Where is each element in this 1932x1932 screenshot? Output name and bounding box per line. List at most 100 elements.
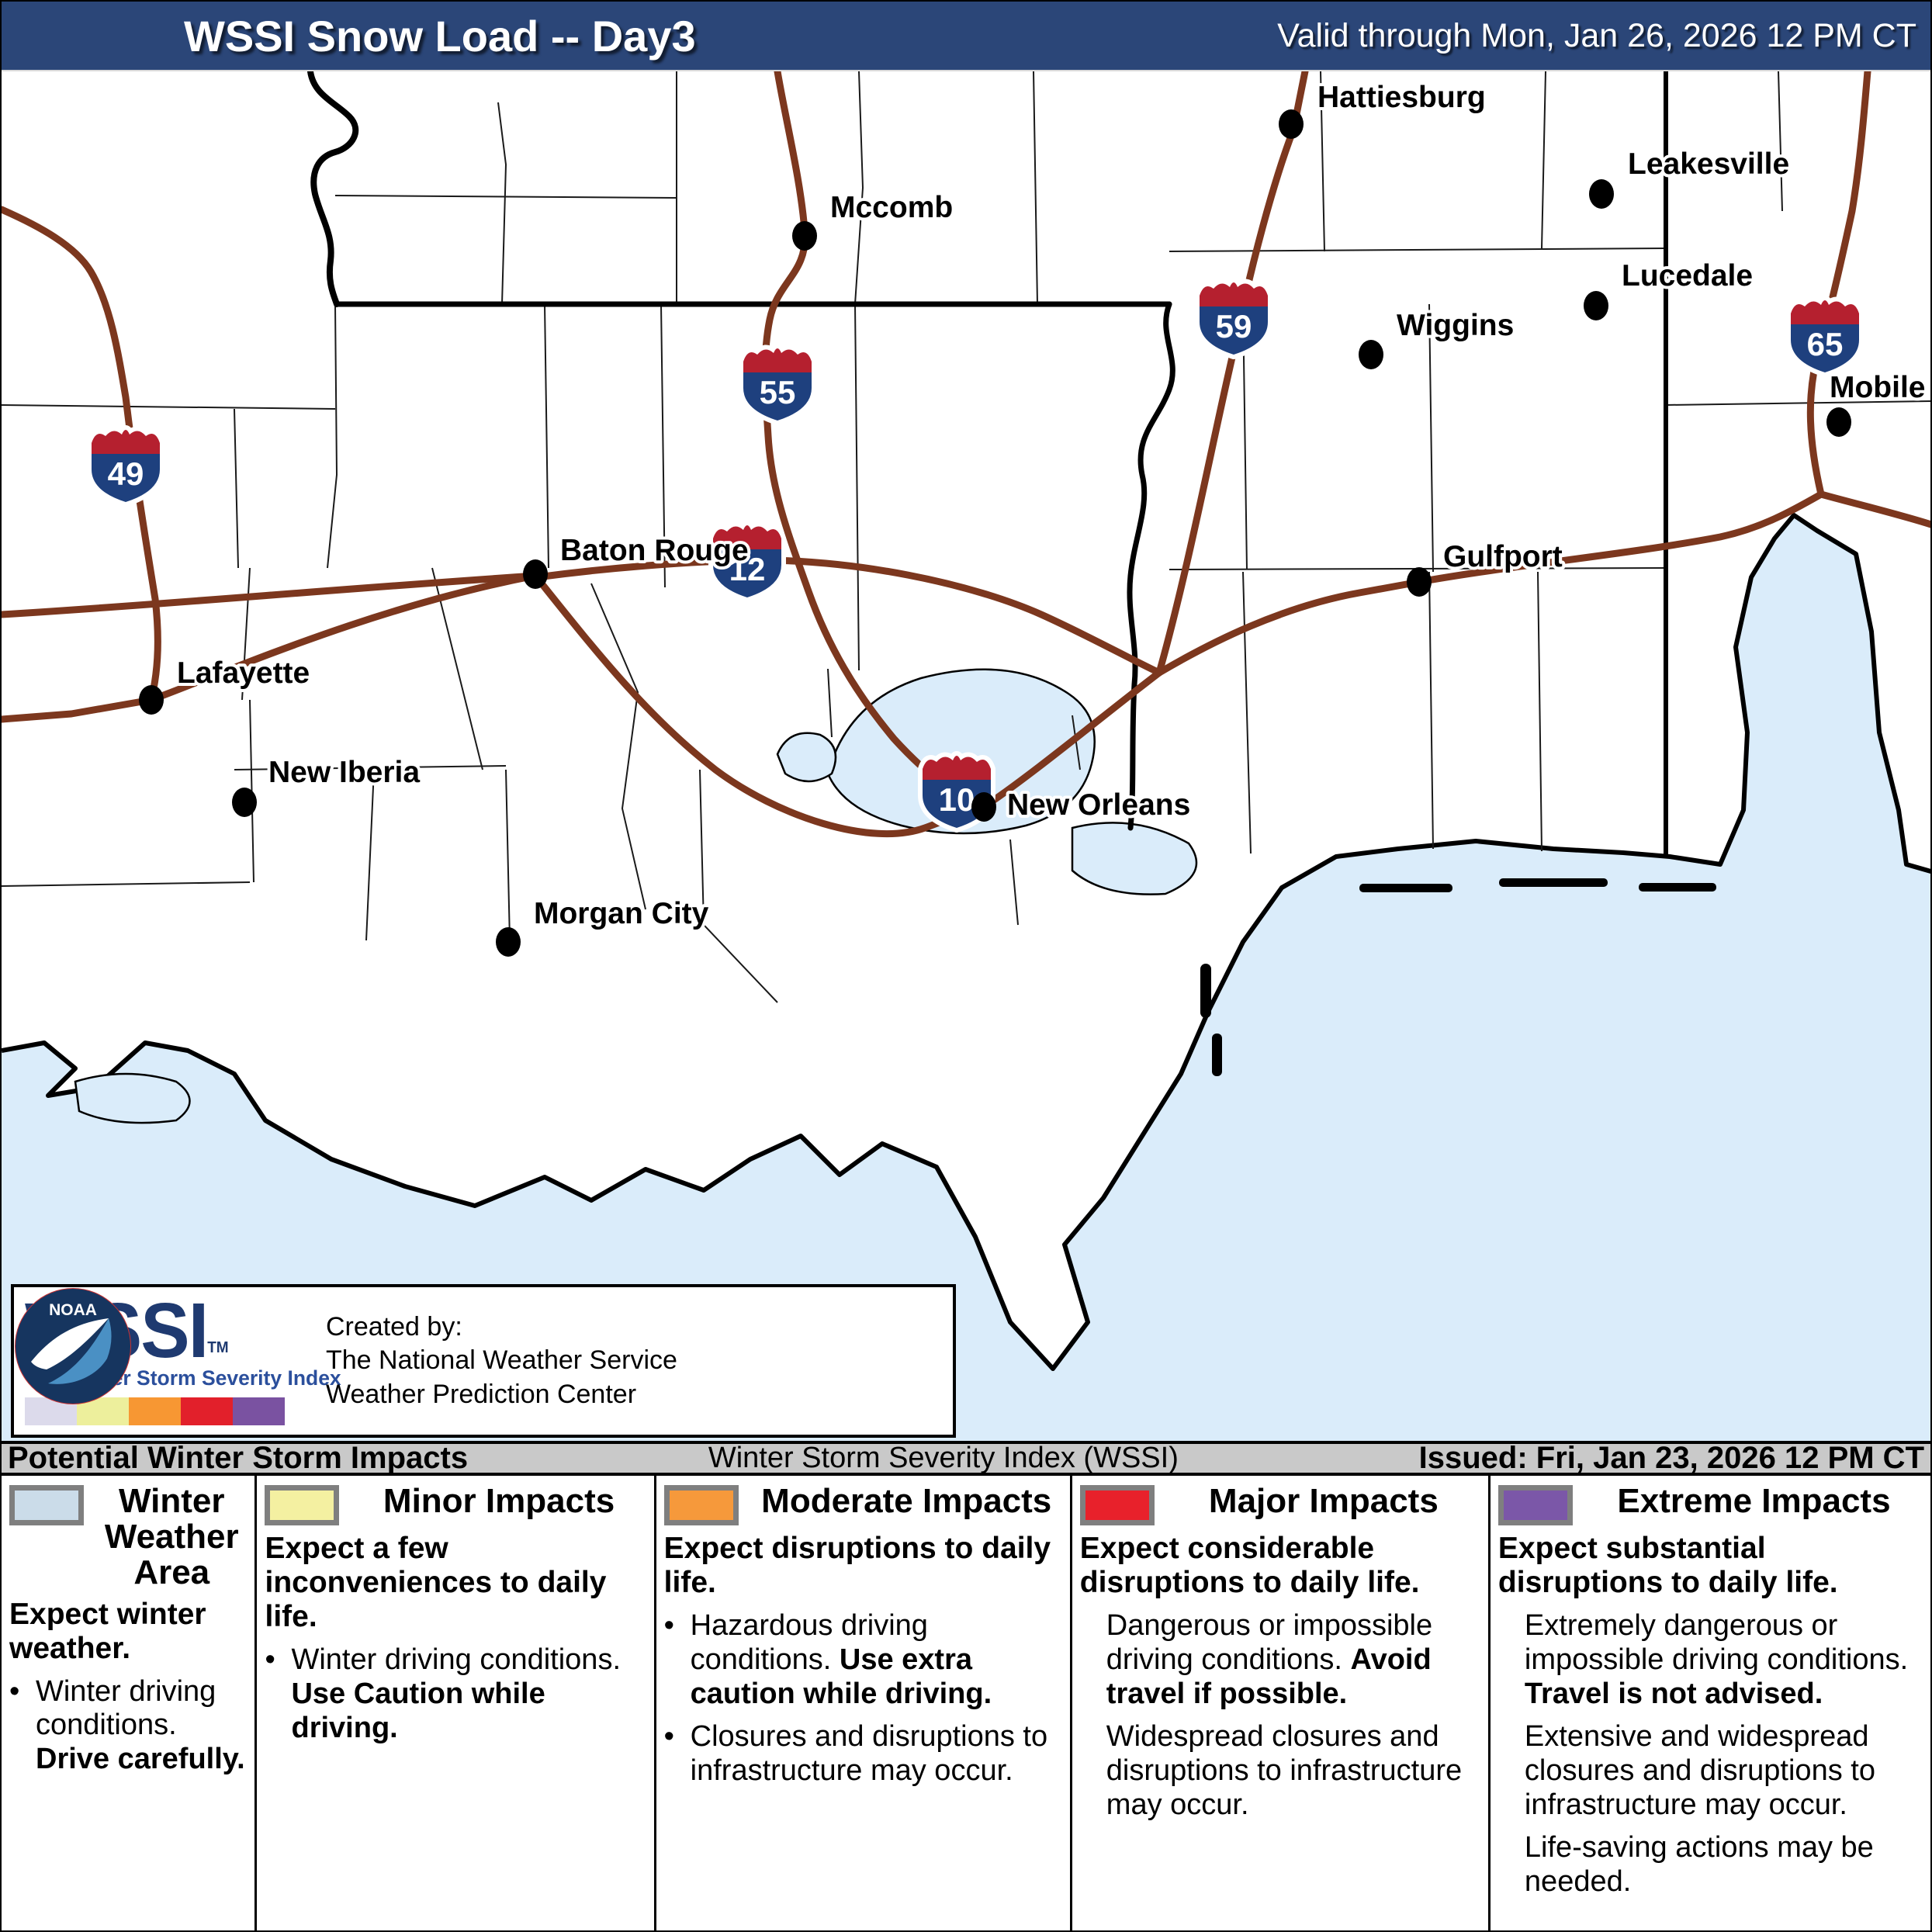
major-title: Major Impacts bbox=[1208, 1482, 1439, 1520]
winter-item: • Winter driving conditions. Drive carefu… bbox=[9, 1675, 248, 1777]
map-area: 49 55 59 65 12 10 Mccomb Hattiesburg Leakesvill… bbox=[2, 71, 1930, 1441]
city-markers: Mccomb Hattiesburg Leakesville Lucedale Wigg… bbox=[139, 78, 1929, 957]
moderate-swatch bbox=[663, 1485, 739, 1525]
shield-number: 59 bbox=[1216, 308, 1252, 345]
interstate-55-shield: 55 bbox=[739, 344, 816, 425]
barrier-islands bbox=[1200, 878, 1716, 1076]
i-49 bbox=[2, 206, 161, 704]
winter-title: Winter Weather Area bbox=[104, 1482, 239, 1592]
major-item: Dangerous or impossible driving conditio… bbox=[1080, 1609, 1482, 1711]
item-text: Winter driving conditions. Drive careful… bbox=[36, 1674, 245, 1776]
city-dot bbox=[523, 559, 548, 589]
city-label: Lucedale bbox=[1622, 259, 1753, 293]
item-text: Life-saving actions may be needed. bbox=[1524, 1831, 1874, 1898]
major-intro: Expect considerable disruptions to daily… bbox=[1079, 1532, 1420, 1600]
created-by-line3: Weather Prediction Center bbox=[326, 1379, 637, 1409]
bullet-marker bbox=[1498, 1609, 1525, 1711]
i-12 bbox=[533, 556, 1163, 677]
interstate-65-shield: 65 bbox=[1786, 296, 1864, 377]
shield-number: 12 bbox=[729, 551, 766, 587]
bullet-marker: • bbox=[663, 1720, 674, 1754]
pearl-river-border bbox=[1127, 301, 1175, 831]
moderate-item: • Hazardous driving conditions. Use extra… bbox=[664, 1609, 1064, 1711]
major-item: Widespread closures and disruptions to i… bbox=[1080, 1720, 1482, 1822]
city-dot bbox=[1826, 407, 1851, 437]
city-label: Baton Rouge bbox=[560, 534, 749, 567]
minor-item: • Winter driving conditions. Use Caution … bbox=[265, 1643, 647, 1745]
city-dot bbox=[1407, 567, 1432, 597]
noaa-logo-icon: NOAA bbox=[16, 1289, 130, 1404]
legend-column-moderate: Moderate Impacts Expect disruptions to da… bbox=[656, 1476, 1072, 1930]
county-boundaries bbox=[2, 71, 1930, 1003]
bullet-marker bbox=[1080, 1720, 1106, 1822]
item-text: Dangerous or impossible driving conditio… bbox=[1106, 1609, 1433, 1710]
wssi-band-swatch bbox=[181, 1397, 233, 1425]
state-borders bbox=[307, 71, 1668, 857]
i-10-coastal bbox=[1155, 490, 1930, 677]
valid-through-text: Valid through Mon, Jan 26, 2026 12 PM CT bbox=[1277, 16, 1916, 54]
winter-intro: Expect winter weather. bbox=[9, 1597, 206, 1665]
city-dot bbox=[232, 788, 257, 817]
created-by-text: Created by: The National Weather Service… bbox=[326, 1311, 677, 1412]
city-dot bbox=[1359, 340, 1383, 369]
credit-box: WSSITM The Winter Storm Severity Index N… bbox=[11, 1284, 956, 1438]
bullet-marker: • bbox=[265, 1643, 275, 1677]
coastline bbox=[2, 513, 1930, 1371]
wssi-band-swatch bbox=[129, 1397, 181, 1425]
shield-number: 65 bbox=[1807, 326, 1844, 362]
bullet-marker bbox=[1498, 1831, 1525, 1899]
city-label: Mccomb bbox=[830, 191, 953, 224]
impacts-title-bar: Potential Winter Storm Impacts Winter St… bbox=[2, 1441, 1930, 1476]
moderate-intro: Expect disruptions to daily life. bbox=[663, 1532, 1051, 1600]
item-text: Extremely dangerous or impossible drivin… bbox=[1524, 1609, 1909, 1710]
item-text: Widespread closures and disruptions to i… bbox=[1106, 1720, 1463, 1821]
minor-intro: Expect a few inconveniences to daily lif… bbox=[265, 1532, 607, 1634]
city-label: Gulfport bbox=[1443, 540, 1563, 573]
city-dot bbox=[1584, 291, 1608, 320]
moderate-title: Moderate Impacts bbox=[761, 1482, 1052, 1520]
item-text: Extensive and widespread closures and di… bbox=[1524, 1720, 1875, 1821]
city-label: New Orleans bbox=[1007, 788, 1190, 822]
extreme-item: Extensive and widespread closures and di… bbox=[1498, 1720, 1924, 1822]
interstate-49-shield: 49 bbox=[87, 425, 164, 507]
major-swatch bbox=[1079, 1485, 1155, 1525]
svg-text:NOAA: NOAA bbox=[49, 1301, 97, 1319]
extreme-swatch bbox=[1497, 1485, 1573, 1525]
city-label: Morgan City bbox=[534, 897, 709, 930]
impacts-bar-subtitle: Winter Storm Severity Index (WSSI) bbox=[708, 1442, 1179, 1474]
map-svg: 49 55 59 65 12 10 Mccomb Hattiesburg Leakesvill… bbox=[2, 71, 1930, 1441]
minor-title: Minor Impacts bbox=[383, 1482, 615, 1520]
interstate-12-shield: 12 bbox=[708, 521, 786, 602]
city-dot bbox=[1279, 109, 1304, 139]
extreme-title: Extreme Impacts bbox=[1617, 1482, 1891, 1520]
item-text: Closures and disruptions to infrastructu… bbox=[690, 1720, 1048, 1787]
legend-column-winter: Winter Weather Area Expect winter weather… bbox=[2, 1476, 258, 1930]
wssi-band-swatch bbox=[233, 1397, 285, 1425]
created-by-line2: The National Weather Service bbox=[326, 1345, 677, 1376]
i-10-no-slidell bbox=[980, 669, 1163, 811]
i-59 bbox=[1155, 71, 1309, 677]
city-label: Wiggins bbox=[1397, 309, 1514, 342]
extreme-item: Extremely dangerous or impossible drivin… bbox=[1498, 1609, 1924, 1711]
extreme-intro: Expect substantial disruptions to daily … bbox=[1497, 1532, 1838, 1600]
city-label: Lafayette bbox=[177, 656, 310, 690]
i-65 bbox=[1806, 71, 1871, 498]
shield-number: 10 bbox=[939, 781, 975, 818]
legend: Winter Weather Area Expect winter weather… bbox=[2, 1476, 1930, 1930]
created-by-line1: Created by: bbox=[326, 1311, 462, 1342]
city-label: Mobile bbox=[1830, 371, 1926, 404]
minor-swatch bbox=[265, 1485, 340, 1525]
bullet-marker: • bbox=[9, 1674, 20, 1708]
moderate-item: • Closures and disruptions to infrastruct… bbox=[664, 1720, 1064, 1788]
city-label: Leakesville bbox=[1628, 147, 1789, 181]
impacts-bar-title: Potential Winter Storm Impacts bbox=[8, 1441, 469, 1475]
shield-number: 55 bbox=[760, 374, 796, 410]
interstate-59-shield: 59 bbox=[1195, 278, 1272, 359]
bullet-marker: • bbox=[663, 1609, 674, 1643]
city-label: Hattiesburg bbox=[1317, 81, 1486, 114]
city-dot bbox=[971, 792, 996, 822]
mississippi-river bbox=[307, 71, 359, 307]
lake-borgne bbox=[1071, 822, 1198, 895]
city-dot bbox=[792, 221, 817, 251]
